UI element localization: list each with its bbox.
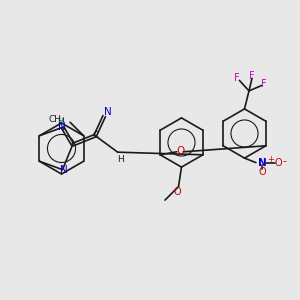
Text: N: N [58, 122, 66, 132]
Text: O: O [274, 158, 282, 168]
Text: F: F [261, 79, 267, 89]
Text: -: - [282, 156, 286, 166]
Text: O: O [173, 187, 181, 197]
Text: N: N [60, 165, 68, 175]
Text: +: + [267, 155, 274, 164]
Text: H: H [117, 155, 124, 164]
Text: CH₃: CH₃ [49, 115, 66, 124]
Text: F: F [249, 71, 255, 81]
Text: F: F [234, 73, 240, 83]
Text: N: N [104, 107, 112, 117]
Text: O: O [176, 146, 184, 156]
Text: O: O [258, 167, 266, 177]
Text: N: N [257, 158, 266, 168]
Text: C: C [93, 130, 99, 140]
Text: H: H [57, 117, 64, 126]
